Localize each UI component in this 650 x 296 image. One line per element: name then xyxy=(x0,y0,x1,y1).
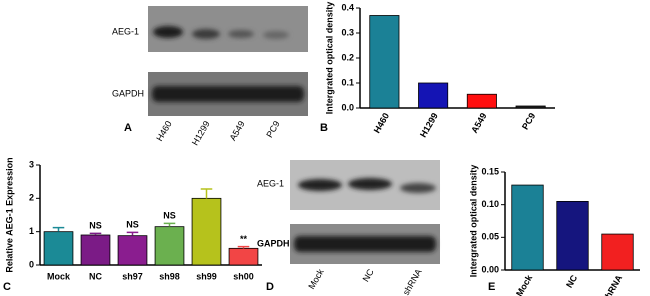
blot-a: AEG-1 GAPDH H460 H1299 A549 PC9 A xyxy=(112,6,308,147)
x-tick-label: Mock xyxy=(47,271,71,281)
band xyxy=(153,26,183,38)
band xyxy=(400,183,436,193)
error-bar xyxy=(89,232,102,235)
x-tick-label: NC xyxy=(564,273,579,290)
band xyxy=(263,31,289,39)
panel-label: B xyxy=(320,122,328,134)
x-tick-label: sh99 xyxy=(196,271,217,281)
lane-label: NC xyxy=(361,267,376,284)
panel-label: C xyxy=(3,281,11,293)
bar xyxy=(466,93,497,109)
row-label: AEG-1 xyxy=(257,178,284,188)
y-tick-label: 0.0 xyxy=(341,102,354,112)
lane-label: A549 xyxy=(228,119,247,142)
y-tick-label: 0.10 xyxy=(481,199,499,209)
y-axis-label: Relative AEG-1 Expression xyxy=(4,157,14,272)
band xyxy=(228,30,254,38)
y-axis-label: Intergrated optical density xyxy=(324,2,334,115)
lane-label: H460 xyxy=(154,119,173,143)
error-bar xyxy=(163,222,176,227)
x-tick-label: sh98 xyxy=(159,271,180,281)
annotation: ** xyxy=(240,234,248,244)
lane-label: shRNA xyxy=(401,267,424,296)
bar xyxy=(154,226,185,266)
y-tick-label: 1 xyxy=(29,226,34,236)
bar xyxy=(418,82,449,109)
error-bar xyxy=(126,231,139,236)
panel-label: A xyxy=(124,122,132,134)
bar xyxy=(80,234,111,266)
band xyxy=(348,178,392,190)
y-tick-label: 0.4 xyxy=(341,2,354,12)
panel-label: D xyxy=(266,281,274,293)
y-tick-label: 2 xyxy=(29,193,34,203)
x-tick-label: A549 xyxy=(469,111,488,135)
row-label: AEG-1 xyxy=(112,26,139,36)
y-tick-label: 0 xyxy=(29,259,34,269)
y-tick-label: 0.15 xyxy=(481,166,499,176)
y-tick-label: 0.00 xyxy=(481,264,499,274)
band xyxy=(298,179,342,191)
annotation: NS xyxy=(89,221,102,231)
x-tick-label: H1299 xyxy=(418,111,440,139)
y-tick-label: 0.2 xyxy=(341,52,354,62)
x-tick-label: shRNA xyxy=(601,273,625,296)
error-bar xyxy=(237,245,250,249)
band xyxy=(192,29,220,39)
x-tick-label: PC9 xyxy=(520,111,537,131)
y-tick-label: 0.3 xyxy=(341,27,354,37)
band xyxy=(294,236,436,252)
x-tick-label: NC xyxy=(89,271,102,281)
bar xyxy=(117,235,148,266)
bar xyxy=(515,105,546,109)
error-bar xyxy=(200,188,213,199)
y-tick-label: 0.05 xyxy=(481,232,499,242)
row-label: GAPDH xyxy=(112,88,144,98)
lane-label: PC9 xyxy=(264,119,281,139)
row-label: GAPDH xyxy=(257,238,290,248)
annotation: NS xyxy=(163,211,176,221)
bar xyxy=(43,231,74,266)
y-tick-label: 0.1 xyxy=(341,77,354,87)
panel-label: E xyxy=(488,281,495,293)
bar xyxy=(511,184,544,271)
y-axis-label: Intergrated optical density xyxy=(468,165,478,278)
x-tick-label: Mock xyxy=(514,272,535,296)
annotation: NS xyxy=(126,220,139,230)
lane-label: H1299 xyxy=(190,119,212,147)
bar xyxy=(369,15,400,109)
bar xyxy=(556,200,589,271)
y-tick-label: 3 xyxy=(29,159,34,169)
error-bar xyxy=(52,226,65,232)
bar xyxy=(191,197,222,266)
bar xyxy=(228,247,259,266)
lane-label: Mock xyxy=(306,267,326,291)
blot-d: AEG-1 GAPDH Mock NC shRNA D xyxy=(257,160,440,296)
x-tick-label: H460 xyxy=(372,111,391,135)
x-tick-label: sh00 xyxy=(233,271,254,281)
bar xyxy=(601,233,634,271)
band xyxy=(152,86,304,102)
x-tick-label: sh97 xyxy=(122,271,143,281)
